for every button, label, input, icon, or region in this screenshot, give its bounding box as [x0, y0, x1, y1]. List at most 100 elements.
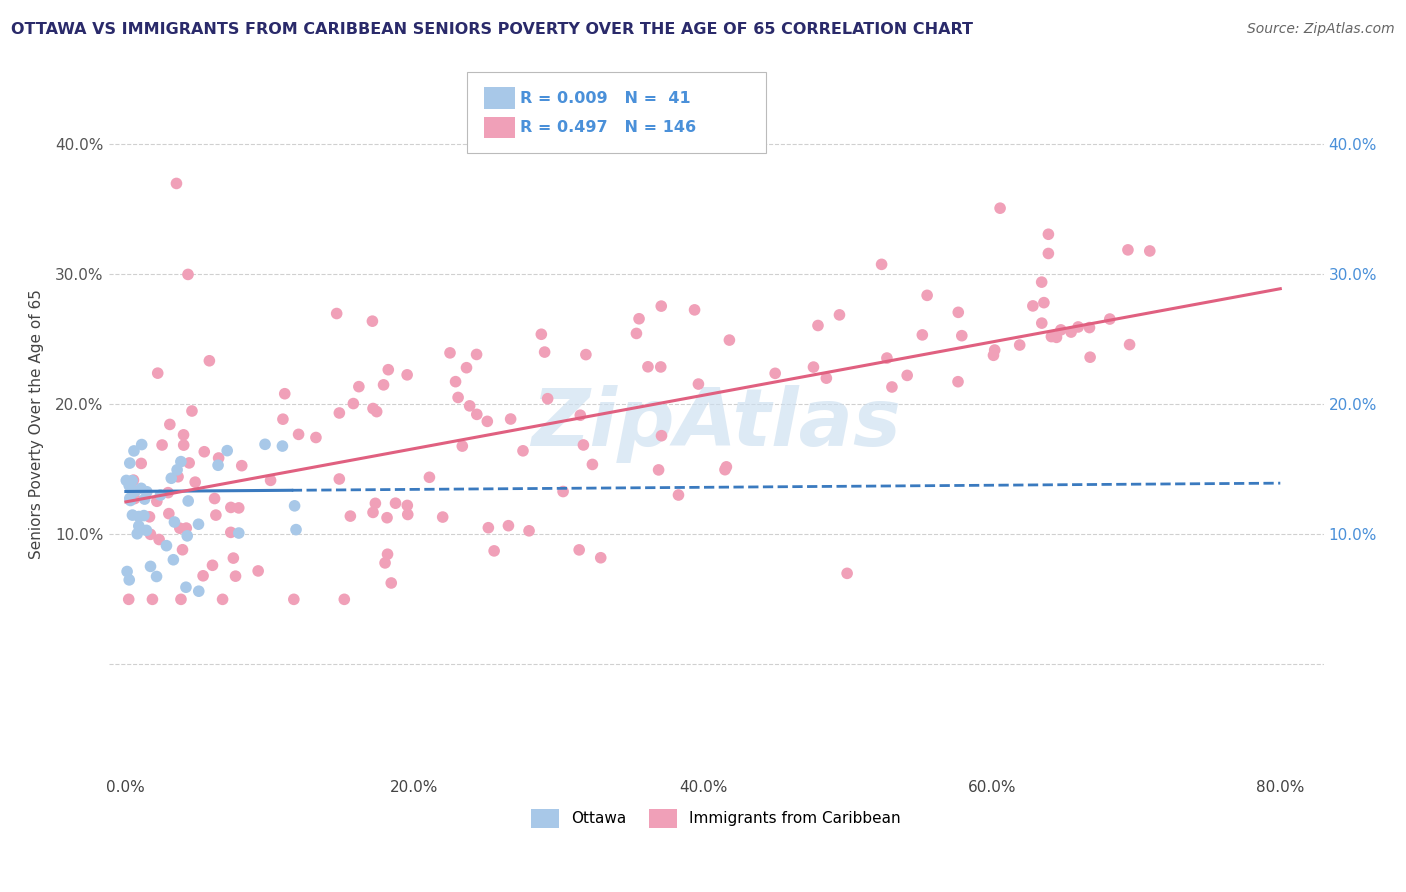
Point — [683, 302, 706, 317]
Text: Source: ZipAtlas.com: Source: ZipAtlas.com — [1247, 22, 1395, 37]
Point — [375, 510, 398, 524]
Point — [122, 444, 145, 458]
Point — [328, 406, 350, 420]
Point — [1022, 299, 1045, 313]
Point — [1040, 329, 1063, 343]
Point — [339, 509, 361, 524]
Point — [271, 412, 294, 426]
Text: R = 0.497   N = 146: R = 0.497 N = 146 — [520, 120, 696, 135]
Point — [219, 525, 242, 540]
Point — [1032, 295, 1054, 310]
Point — [465, 347, 488, 361]
Point — [870, 257, 893, 271]
Y-axis label: Seniors Poverty Over the Age of 65: Seniors Poverty Over the Age of 65 — [30, 289, 44, 558]
Point — [148, 533, 170, 547]
Point — [983, 348, 1005, 362]
Point — [948, 305, 970, 319]
Point — [163, 515, 186, 529]
Point — [124, 491, 146, 506]
Point — [950, 328, 973, 343]
Point — [121, 508, 143, 522]
Point — [384, 496, 406, 510]
Point — [880, 380, 903, 394]
Point — [650, 299, 672, 313]
Point — [911, 327, 934, 342]
Point — [118, 491, 141, 506]
Point — [115, 565, 138, 579]
Point — [118, 478, 141, 492]
Point — [157, 485, 180, 500]
Point — [1078, 320, 1101, 334]
Point — [139, 527, 162, 541]
Point — [458, 399, 481, 413]
Point — [328, 472, 350, 486]
Point — [325, 306, 347, 320]
Point — [530, 327, 553, 342]
Point — [141, 592, 163, 607]
Point — [396, 368, 419, 382]
Point — [181, 404, 204, 418]
Point — [228, 500, 250, 515]
Point — [364, 496, 387, 510]
Point — [155, 539, 177, 553]
Point — [285, 523, 308, 537]
Point — [132, 508, 155, 523]
Point — [333, 592, 356, 607]
Point — [537, 392, 560, 406]
Point — [815, 371, 838, 385]
Point — [162, 553, 184, 567]
Point — [342, 396, 364, 410]
Point — [225, 569, 247, 583]
Point — [650, 428, 672, 442]
Point — [568, 542, 591, 557]
Point — [1050, 323, 1073, 337]
Point — [159, 417, 181, 432]
Point — [247, 564, 270, 578]
Point — [193, 444, 215, 458]
Point — [121, 474, 143, 488]
Point — [1008, 338, 1031, 352]
Point — [1067, 320, 1090, 334]
Point — [477, 414, 499, 428]
Point — [828, 308, 851, 322]
Point — [231, 458, 253, 473]
Point — [254, 437, 277, 451]
Point — [432, 510, 454, 524]
Point — [287, 427, 309, 442]
Point — [129, 481, 152, 495]
Point — [198, 353, 221, 368]
Point — [373, 377, 395, 392]
Point — [120, 493, 142, 508]
Point — [477, 521, 499, 535]
Point — [176, 529, 198, 543]
Point — [305, 430, 328, 444]
Point — [763, 367, 786, 381]
Point — [134, 492, 156, 507]
Point — [718, 333, 741, 347]
Point — [896, 368, 918, 383]
Point — [205, 508, 228, 522]
Point — [512, 443, 534, 458]
Point — [283, 592, 305, 607]
Point — [157, 507, 180, 521]
Point — [217, 443, 239, 458]
Point — [160, 471, 183, 485]
Point — [228, 526, 250, 541]
Point — [174, 580, 197, 594]
Point — [1060, 325, 1083, 339]
Point — [1098, 312, 1121, 326]
Text: R = 0.009   N =  41: R = 0.009 N = 41 — [520, 91, 690, 105]
Point — [139, 559, 162, 574]
Point — [135, 484, 157, 499]
Point — [575, 348, 598, 362]
Legend: Ottawa, Immigrants from Caribbean: Ottawa, Immigrants from Caribbean — [526, 803, 907, 834]
Point — [1118, 337, 1140, 351]
Point — [271, 439, 294, 453]
Point — [124, 484, 146, 499]
Point — [274, 386, 297, 401]
Point — [1038, 227, 1060, 242]
Point — [716, 459, 738, 474]
Point — [396, 499, 419, 513]
Point — [129, 457, 152, 471]
Point — [118, 592, 141, 607]
